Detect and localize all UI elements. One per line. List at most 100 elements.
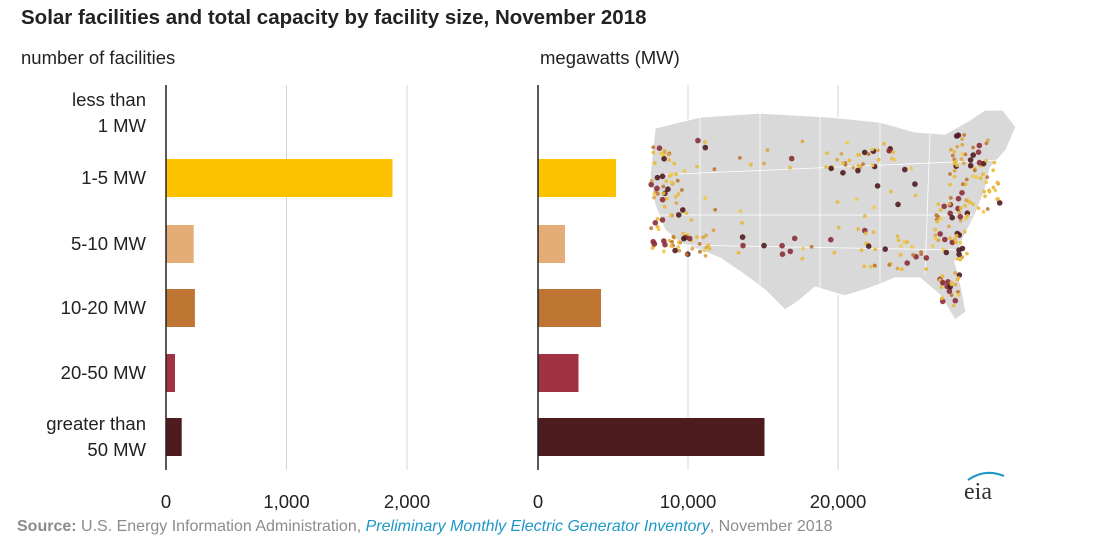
facility-dot (956, 276, 961, 280)
facility-dot (841, 161, 845, 165)
facility-dot (991, 185, 996, 190)
facility-dot (659, 217, 666, 223)
facility-dot (940, 296, 944, 301)
bar-capacity-10-20-MW (538, 289, 601, 327)
facility-dot (958, 218, 963, 223)
facility-dot (861, 149, 868, 156)
category-label: 1-5 MW (81, 167, 146, 188)
facility-dot (662, 241, 668, 248)
facility-dot (873, 263, 877, 268)
facility-dot (947, 210, 953, 217)
facility-dot (664, 196, 669, 201)
facility-dot (652, 220, 659, 226)
facility-dot (667, 158, 672, 162)
facility-dot (905, 240, 909, 244)
facility-dot (958, 206, 963, 211)
facility-dot (703, 140, 707, 144)
facility-dot (695, 164, 699, 169)
x-tick-label: 2,000 (384, 491, 430, 512)
facility-dot (824, 165, 828, 169)
facility-dot (682, 169, 687, 174)
facility-dot (654, 174, 661, 181)
x-tick-label: 0 (533, 491, 543, 512)
facility-dot (948, 196, 953, 200)
us-map-border (924, 133, 931, 276)
facility-dot (983, 194, 987, 199)
facility-dot (887, 263, 892, 267)
facility-dot (669, 244, 674, 248)
facility-dot (704, 245, 709, 250)
facility-dot (933, 233, 938, 238)
facility-dot (825, 151, 829, 156)
facility-dot (952, 168, 957, 173)
facility-dot (835, 157, 839, 162)
facility-dot (673, 194, 678, 199)
facility-dot (702, 144, 709, 151)
facility-dot (873, 247, 878, 252)
facility-dot (892, 157, 897, 162)
facility-dot (960, 255, 965, 260)
category-label: 20-50 MW (61, 362, 147, 383)
bar-capacity-greater-than-50-MW (538, 418, 765, 456)
facility-dot (828, 236, 834, 243)
source-publication[interactable]: Preliminary Monthly Electric Generator I… (365, 518, 710, 535)
facility-dot (940, 274, 945, 279)
left-panel-subtitle: number of facilities (21, 47, 176, 68)
eia-logo-text: eia (964, 479, 992, 505)
facility-dot (761, 242, 767, 249)
facility-dot (739, 234, 746, 240)
facility-dot (952, 174, 957, 179)
facility-dot (933, 227, 938, 232)
facility-dot (912, 181, 918, 187)
facility-dot (940, 279, 946, 286)
facility-dot (959, 245, 966, 252)
facility-dot (957, 213, 964, 220)
facility-dot (955, 195, 962, 202)
facility-dot (697, 242, 702, 246)
facility-dot (950, 153, 955, 158)
facility-dot (681, 231, 686, 236)
facility-dot (993, 188, 998, 193)
facility-dot (698, 249, 702, 254)
facility-dot (971, 145, 975, 150)
facility-dot (665, 186, 671, 192)
facility-dot (955, 163, 959, 168)
facility-dot (956, 293, 961, 297)
facility-dot (856, 227, 861, 232)
facility-dot (840, 170, 846, 176)
facility-dot (909, 166, 914, 171)
facility-dot (779, 251, 786, 257)
facility-dot (971, 202, 975, 207)
facility-dot (671, 235, 676, 239)
facility-dot (707, 246, 712, 251)
facility-dot (951, 303, 956, 308)
facility-dot (872, 205, 877, 210)
facility-dot (967, 157, 974, 163)
facility-dot (952, 149, 957, 154)
facility-dot (666, 152, 671, 157)
facility-dot (943, 249, 950, 256)
eia-logo-arc (967, 471, 1005, 481)
facility-dot (957, 210, 962, 215)
facility-dot (981, 172, 985, 177)
facility-dot (939, 216, 943, 221)
facility-dot (659, 173, 666, 180)
facility-dot (955, 144, 960, 149)
facility-dot (651, 150, 656, 155)
facility-dot (976, 142, 983, 149)
facility-dot (675, 178, 680, 183)
facility-dot (674, 172, 678, 177)
category-label: greater than 50 MW (46, 413, 146, 460)
facility-dot (882, 141, 886, 146)
facility-dot (938, 208, 943, 212)
facility-dot (954, 233, 959, 238)
facility-dot (654, 185, 660, 192)
facility-dot (985, 175, 990, 180)
facility-dot (900, 267, 904, 272)
facility-dot (991, 168, 996, 173)
facility-dot (870, 163, 875, 168)
facility-dot (947, 224, 951, 229)
facility-dot (690, 246, 695, 251)
us-map-border (679, 244, 961, 251)
